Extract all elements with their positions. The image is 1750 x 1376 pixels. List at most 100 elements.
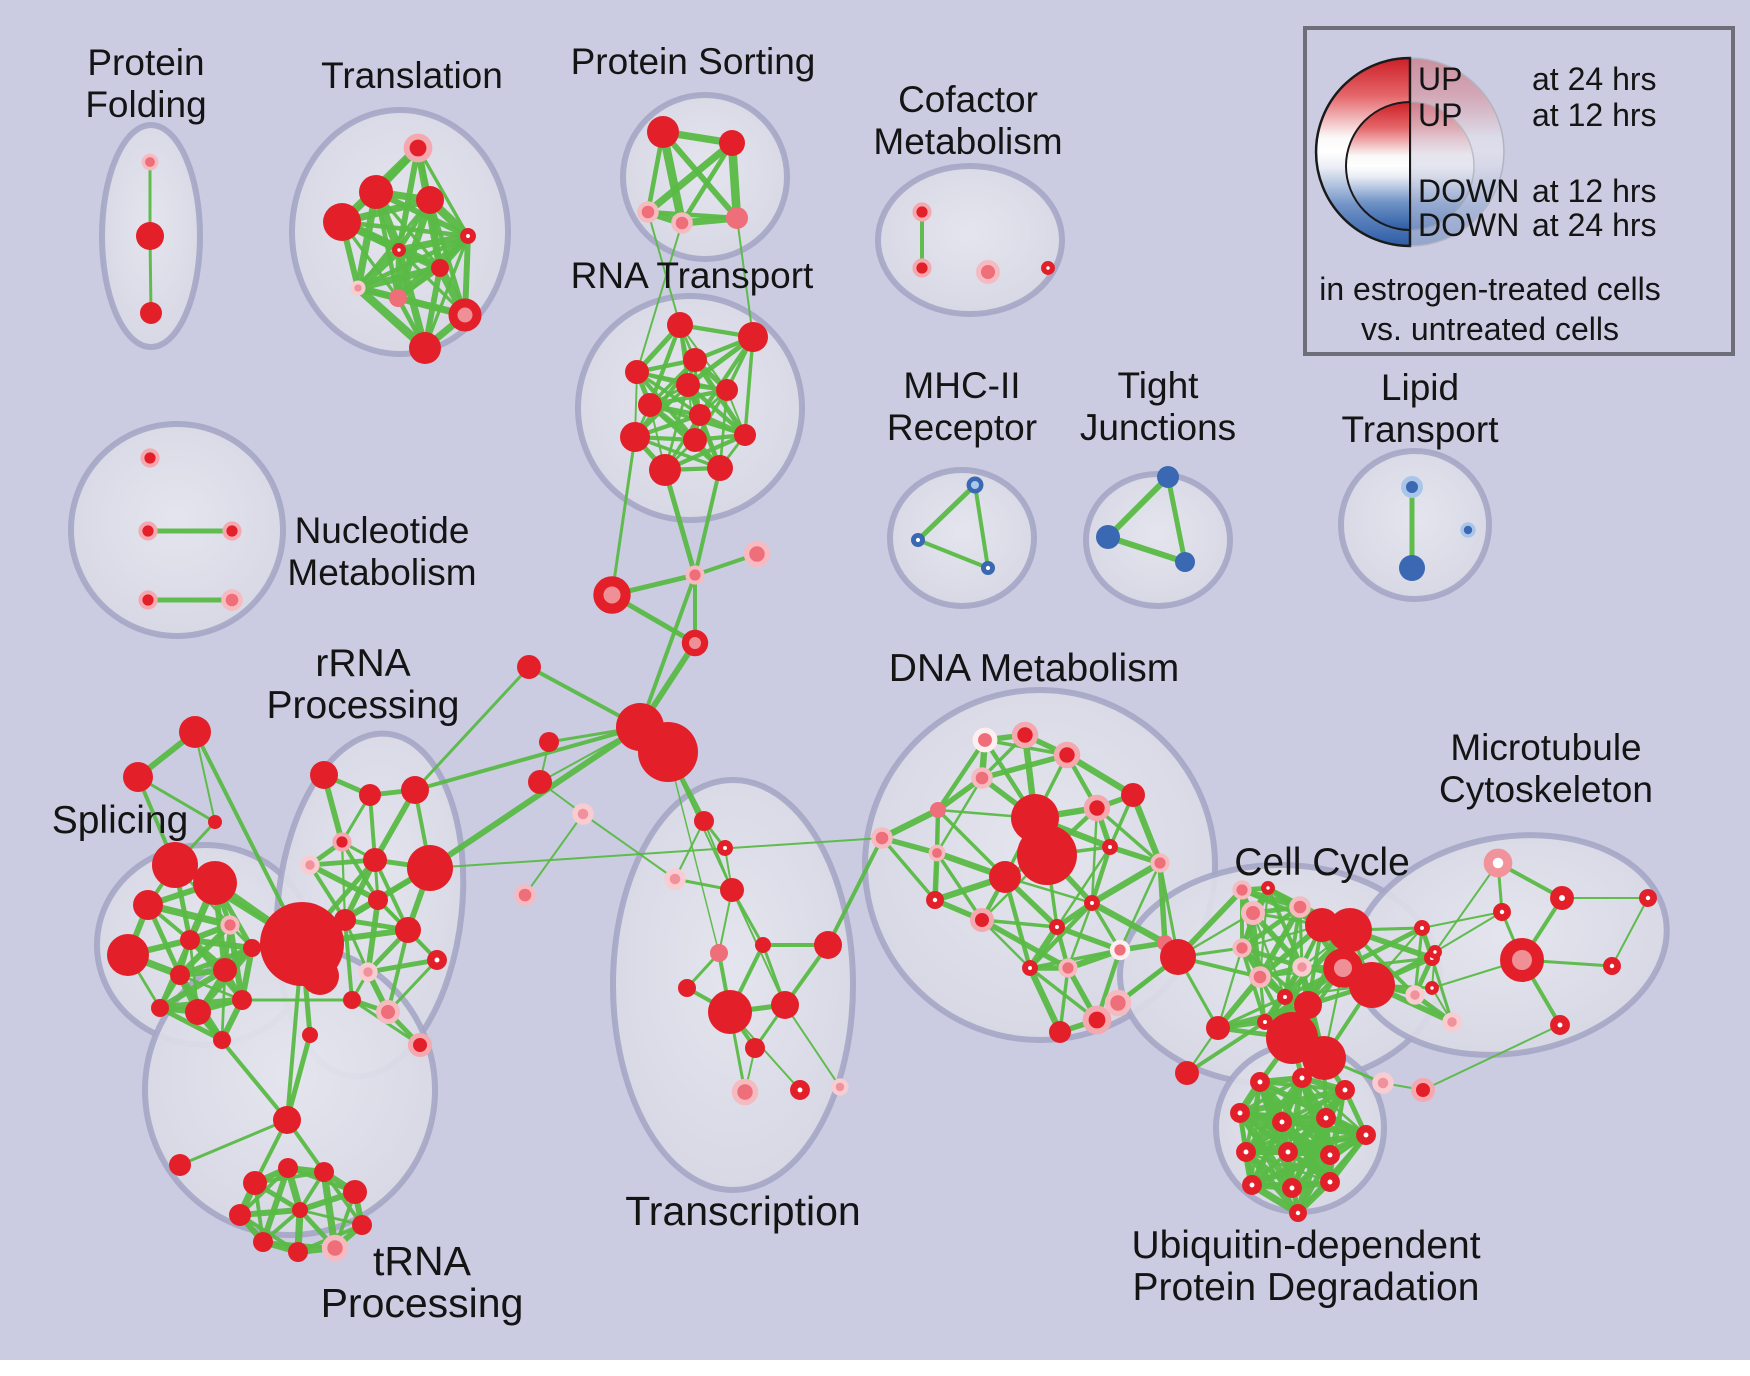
cluster-label-nucleotide-metabolism: Nucleotide — [295, 510, 470, 551]
cluster-bubble-mhc-ii-receptor — [887, 467, 1037, 609]
network-node — [229, 1204, 251, 1226]
network-edge — [416, 146, 470, 238]
network-edge — [1095, 806, 1162, 865]
network-node — [667, 312, 693, 338]
network-node — [1399, 555, 1425, 581]
network-node — [912, 202, 932, 222]
network-node — [1372, 1072, 1394, 1094]
network-node — [1104, 989, 1132, 1017]
cluster-label-nucleotide-metabolism: Metabolism — [287, 552, 476, 593]
network-node — [734, 424, 756, 446]
network-edge — [633, 435, 722, 470]
network-node — [123, 762, 153, 792]
network-edge — [638, 573, 697, 729]
network-node — [912, 258, 932, 278]
network-node — [745, 1038, 765, 1058]
network-edge — [284, 1032, 313, 1123]
network-edge — [1088, 859, 1164, 907]
network-node — [966, 476, 984, 494]
network-node — [416, 186, 444, 214]
legend-row-time: at 12 hrs — [1532, 173, 1657, 209]
network-node — [169, 1154, 191, 1176]
network-edge — [178, 1118, 289, 1167]
network-node — [180, 930, 200, 950]
network-node — [1493, 903, 1511, 921]
network-node — [1460, 522, 1476, 538]
network-node — [981, 561, 996, 576]
network-edge — [427, 724, 643, 871]
network-node — [1550, 886, 1574, 910]
legend-row-direction: DOWN — [1418, 207, 1519, 243]
network-node — [1425, 981, 1439, 995]
network-node — [710, 944, 728, 962]
network-edge — [1055, 845, 1112, 929]
network-node — [719, 130, 745, 156]
network-node — [926, 891, 944, 909]
network-edge — [365, 957, 440, 975]
cluster-label-trna-processing: tRNA — [373, 1238, 472, 1284]
network-edge — [413, 665, 531, 792]
network-node — [1084, 895, 1100, 911]
network-edge — [186, 936, 256, 952]
network-node — [928, 844, 946, 862]
network-node — [743, 540, 771, 568]
network-edge — [979, 752, 1070, 781]
network-node — [689, 404, 711, 426]
cluster-label-rrna-processing: Processing — [267, 684, 460, 727]
network-edge — [1294, 1114, 1330, 1217]
network-node — [403, 133, 433, 163]
network-node — [1109, 939, 1131, 961]
cluster-label-cofactor-metabolism: Cofactor — [898, 79, 1038, 120]
network-node — [720, 878, 744, 902]
network-node — [1157, 466, 1179, 488]
network-edge — [1248, 1151, 1334, 1189]
network-node — [1316, 1108, 1336, 1128]
network-node — [1230, 1103, 1250, 1123]
network-node — [514, 884, 536, 906]
network-node — [133, 890, 163, 920]
network-node — [310, 761, 338, 789]
network-edge — [157, 1005, 225, 1043]
network-edge — [339, 219, 471, 239]
cluster-label-lipid-transport: Lipid — [1381, 367, 1459, 408]
network-node — [755, 937, 771, 953]
network-edge — [353, 245, 404, 293]
network-node — [1250, 1072, 1270, 1092]
network-edge — [1239, 945, 1305, 970]
network-node — [140, 448, 160, 468]
network-edge — [662, 467, 698, 578]
network-node — [1257, 1014, 1273, 1030]
network-edge — [784, 1004, 841, 1088]
network-node — [1053, 741, 1081, 769]
network-node — [407, 845, 453, 891]
cluster-label-tight-junctions: Tight — [1118, 365, 1200, 406]
cluster-label-microtubule-cytoskeleton: Cytoskeleton — [1439, 769, 1653, 810]
network-edge — [1239, 904, 1303, 951]
network-node — [1411, 1078, 1435, 1102]
network-node — [232, 990, 252, 1010]
cluster-label-trna-processing: Processing — [321, 1280, 524, 1326]
network-node — [151, 999, 169, 1017]
network-edge — [644, 139, 736, 216]
network-node — [140, 302, 162, 324]
network-node — [359, 784, 381, 806]
network-node — [395, 917, 421, 943]
legend-row-time: at 24 hrs — [1532, 207, 1657, 243]
network-node — [332, 832, 352, 852]
network-edge — [340, 840, 380, 902]
legend-row-time: at 12 hrs — [1532, 97, 1657, 133]
network-node — [671, 212, 693, 234]
network-node — [136, 222, 164, 250]
network-edge — [354, 264, 444, 292]
network-node — [1175, 1061, 1199, 1085]
network-edge — [1129, 791, 1164, 867]
network-edge — [935, 737, 988, 813]
network-edge — [1434, 862, 1499, 953]
network-edge — [1216, 946, 1244, 1030]
network-node — [678, 979, 696, 997]
network-edge — [1165, 474, 1188, 565]
network-node — [972, 727, 998, 753]
network-node — [871, 827, 893, 849]
network-node — [323, 203, 361, 241]
network-node — [288, 1242, 308, 1262]
